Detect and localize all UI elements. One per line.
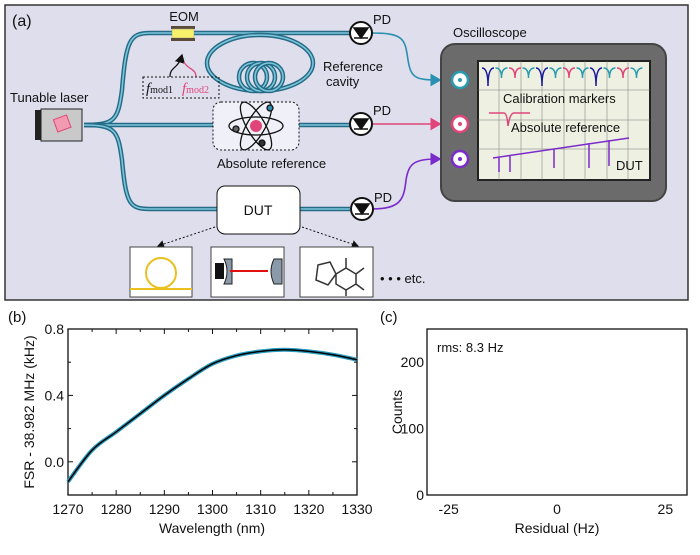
- y-tick-label: 0.0: [45, 454, 65, 470]
- photodetector-icon: [350, 197, 374, 221]
- x-tick-label: 1290: [149, 501, 180, 517]
- panel-a: (a) EOM fmod1 fmod2 Reference: [4, 4, 689, 301]
- x-tick-label: -25: [439, 501, 459, 517]
- input-port-3[interactable]: [450, 149, 470, 169]
- y-tick-label: 0.8: [45, 321, 65, 337]
- fit-curve-series: [67, 348, 358, 483]
- modulation-arrow-2: [183, 61, 197, 78]
- calibration-marker-dip: [589, 67, 603, 87]
- input-port-1[interactable]: [450, 70, 470, 90]
- calibration-marker-dip: [508, 67, 522, 79]
- panel-c-ylabel: Counts: [389, 390, 405, 434]
- dut-label: DUT: [244, 202, 273, 218]
- x-tick-label: 25: [658, 501, 674, 517]
- input-port-2[interactable]: [450, 114, 470, 134]
- x-tick-label: 1270: [52, 501, 83, 517]
- pd-label-1: PD: [373, 12, 391, 27]
- reference-cavity-label-1: Reference: [323, 59, 383, 74]
- panel-b-plot-area: [67, 328, 358, 496]
- calibration-marker-dip: [549, 67, 562, 79]
- calibration-marker-dip: [562, 67, 576, 79]
- dut-screen-label: DUT: [616, 158, 643, 173]
- modulation-box: [142, 76, 220, 99]
- rms-annotation: rms: 8.3 Hz: [437, 340, 503, 355]
- calibration-markers-label: Calibration markers: [503, 91, 616, 106]
- dut-box: [216, 185, 301, 235]
- y-tick-label: 100: [401, 421, 425, 437]
- tunable-laser-label: Tunable laser: [10, 90, 89, 105]
- eom-label: EOM: [169, 9, 199, 24]
- molecule-example: [299, 246, 374, 298]
- calibration-marker-dip: [481, 67, 495, 87]
- fabry-perot-example: [210, 246, 285, 298]
- x-tick-label: 1300: [197, 501, 228, 517]
- x-tick-label: 1280: [101, 501, 132, 517]
- calibration-marker-dip: [616, 67, 630, 79]
- panel-c-xlabel: Residual (Hz): [515, 520, 600, 536]
- oscilloscope-label: Oscilloscope: [453, 25, 527, 40]
- panel-c-chart: (c) Residual (Hz) Counts -25 0 25 0 100 200 rm…: [380, 309, 688, 536]
- etc-label: • • • etc.: [380, 271, 425, 286]
- fiber-network: [83, 30, 442, 212]
- calibration-marker-dip: [576, 67, 589, 79]
- reference-cavity-label-2: cavity: [326, 74, 360, 89]
- fmod1-label: fmod1: [146, 81, 173, 97]
- y-tick-label: 0: [416, 487, 424, 503]
- atom-icon: [228, 101, 284, 151]
- panel-a-label: (a): [12, 13, 32, 30]
- x-tick-label: 1310: [245, 501, 276, 517]
- eom-icon: [171, 26, 195, 41]
- photodetector-icon: [349, 21, 373, 45]
- y-tick-label: 200: [401, 354, 425, 370]
- panel-c-label: (c): [380, 309, 398, 326]
- dut-arrow-right: [301, 226, 359, 248]
- pd-label-2: PD: [373, 103, 391, 118]
- fmod2-label: fmod2: [182, 81, 209, 97]
- y-tick-label: 0.4: [45, 387, 65, 403]
- calibration-marker-dip: [535, 67, 549, 87]
- photodetector-icon: [349, 112, 373, 136]
- panel-b-label: (b): [8, 309, 26, 326]
- pd-label-3: PD: [374, 190, 392, 205]
- calibration-marker-dip: [630, 67, 643, 79]
- calibration-marker-dip: [495, 67, 508, 79]
- calibration-marker-dip: [522, 67, 535, 79]
- tunable-laser-icon: [35, 108, 83, 142]
- panel-b-xlabel: Wavelength (nm): [159, 520, 265, 536]
- x-tick-label: 0: [553, 501, 561, 517]
- dut-trace: [492, 137, 630, 172]
- panel-b-ylabel: FSR - 38.982 MHz (kHz): [21, 335, 37, 488]
- x-tick-label: 1320: [293, 501, 324, 517]
- absolute-reference-screen-label: Absolute reference: [511, 120, 620, 135]
- modulation-arrow: [169, 53, 186, 78]
- absolute-reference-label: Absolute reference: [217, 156, 326, 171]
- microring-example: [129, 246, 193, 298]
- calibration-marker-dip: [603, 67, 616, 79]
- x-tick-label: 1330: [341, 501, 372, 517]
- panel-b-chart: (b) Wavelength (nm) FSR - 38.982 MHz (kH…: [8, 309, 373, 536]
- screen-grid: [478, 61, 650, 180]
- absolute-reference-trace: [489, 112, 530, 127]
- panel-c-plot-area: [426, 328, 688, 496]
